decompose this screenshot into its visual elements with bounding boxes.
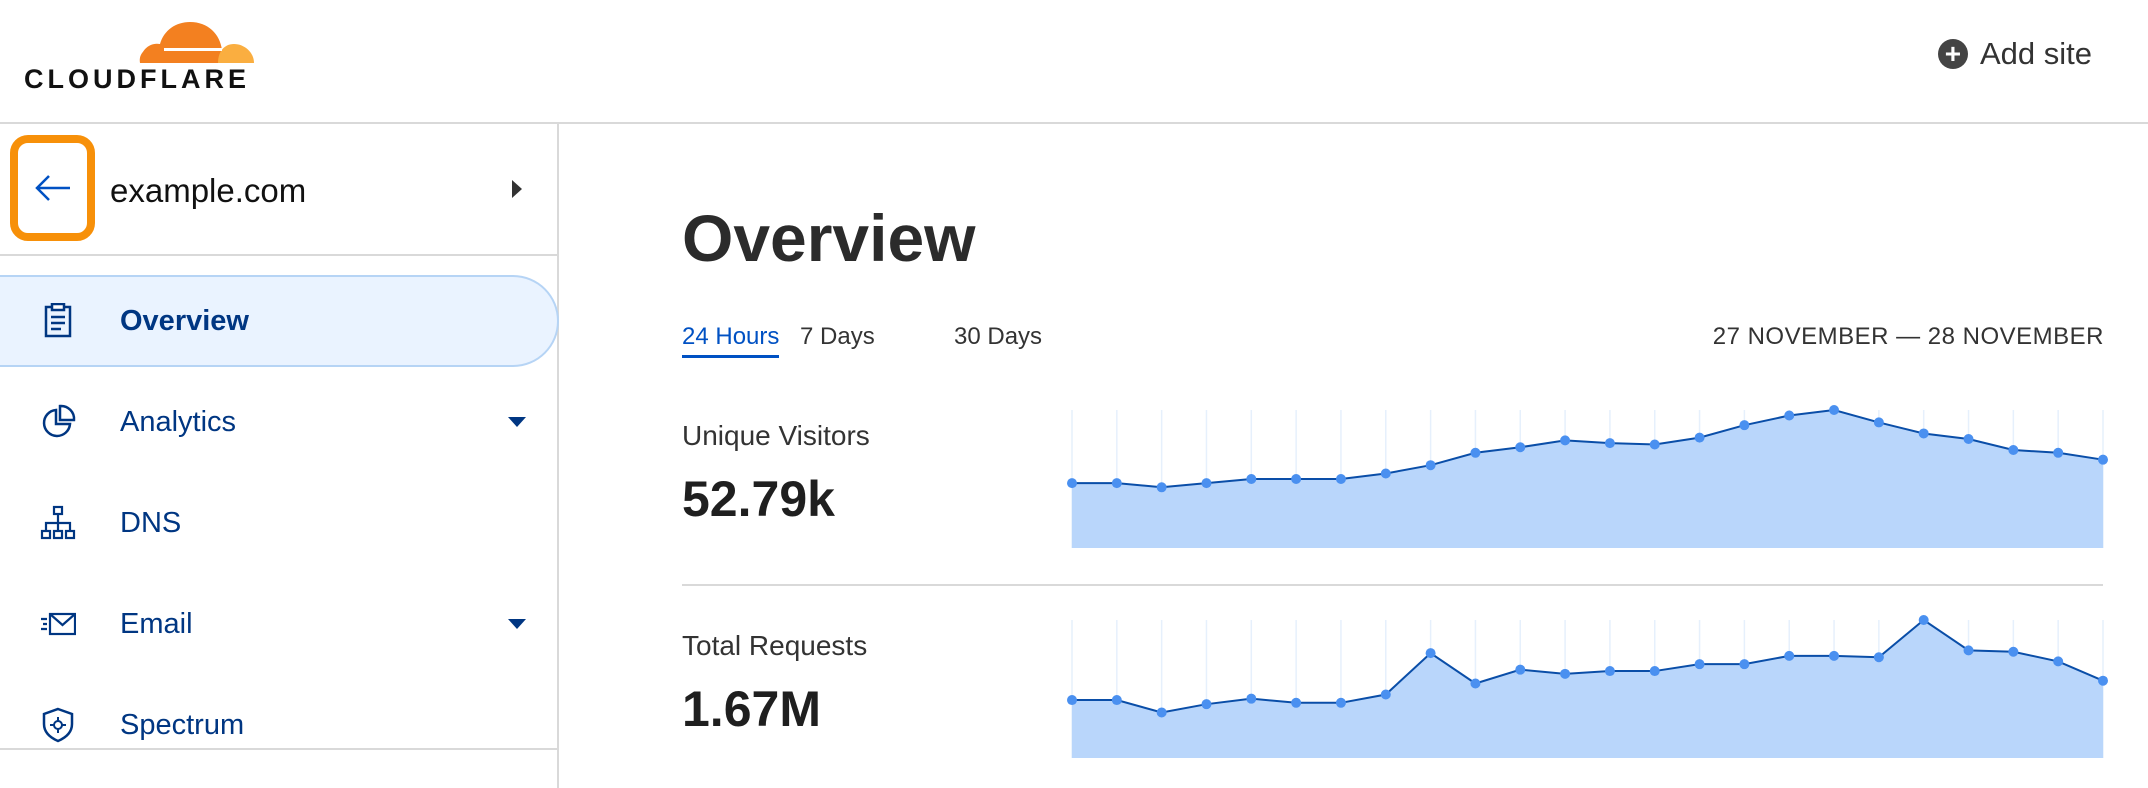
plus-circle-icon: + <box>1937 39 1968 69</box>
series-line <box>1072 408 2104 489</box>
data-point <box>2008 445 2019 456</box>
network-icon <box>40 505 76 540</box>
tab-30-days[interactable]: 30 Days <box>954 323 1043 350</box>
data-point <box>1515 664 1526 675</box>
data-point <box>1246 474 1257 484</box>
data-point <box>1067 478 1077 489</box>
data-point <box>1291 697 1302 708</box>
data-point <box>1649 666 1660 677</box>
shield-icon <box>42 707 74 743</box>
caret-right-icon[interactable] <box>512 180 522 198</box>
clipboard-icon <box>44 303 72 338</box>
data-point <box>1873 652 1884 663</box>
sidebar-item-label: Spectrum <box>120 708 245 741</box>
data-point <box>1694 432 1705 443</box>
data-point <box>1694 659 1705 670</box>
sidebar-item-spectrum[interactable]: Spectrum <box>0 679 559 771</box>
data-point <box>2098 454 2108 465</box>
data-point <box>1246 693 1257 704</box>
data-point <box>1918 615 1929 625</box>
date-range: 27 NOVEMBER — 28 NOVEMBER <box>1712 323 2104 350</box>
data-point <box>1604 438 1615 449</box>
chevron-down-icon[interactable] <box>508 417 526 427</box>
data-point <box>1201 699 1212 710</box>
area-fill <box>1072 410 2103 548</box>
data-point <box>1829 405 1840 415</box>
arrow-left-icon <box>34 175 70 201</box>
sidebar-item-label: Analytics <box>120 405 237 438</box>
data-point <box>2053 656 2064 667</box>
data-point <box>2008 646 2019 657</box>
domain-name[interactable]: example.com <box>110 172 307 209</box>
data-point <box>1963 645 1974 656</box>
data-point <box>1335 697 1346 708</box>
tab-24-hours[interactable]: 24 Hours <box>682 323 780 358</box>
data-point <box>1111 695 1122 706</box>
metric-label: Unique Visitors <box>682 420 870 451</box>
data-point <box>1784 650 1795 661</box>
series-line <box>1072 618 2104 714</box>
data-point <box>1201 478 1212 489</box>
page-title: Overview <box>682 201 976 275</box>
logo-text: CLOUDFLARE <box>24 64 250 94</box>
pie-chart-icon <box>42 404 76 438</box>
data-point <box>1515 442 1526 453</box>
data-point <box>1560 668 1571 679</box>
data-point <box>1291 474 1302 484</box>
data-point <box>1784 410 1795 421</box>
total-requests-chart <box>1067 615 2108 758</box>
add-site-button[interactable]: + Add site <box>1937 36 2092 72</box>
data-point <box>1425 460 1436 471</box>
metric-value: 52.79k <box>682 471 835 527</box>
sidebar-item-dns[interactable]: DNS <box>0 477 559 569</box>
data-point <box>1963 433 1974 444</box>
data-point <box>1335 474 1346 484</box>
chevron-down-icon[interactable] <box>508 619 526 629</box>
data-point <box>1156 482 1167 493</box>
data-point <box>1470 447 1481 458</box>
unique-visitors-chart <box>1067 405 2108 548</box>
area-fill <box>1072 620 2103 758</box>
data-point <box>1739 420 1750 431</box>
data-point <box>1560 435 1571 446</box>
data-point <box>1873 417 1884 428</box>
domain-selector: example.com <box>0 124 557 256</box>
data-point <box>1739 659 1750 670</box>
data-point <box>1380 468 1391 479</box>
sidebar-item-analytics[interactable]: Analytics <box>0 376 559 468</box>
top-header: CLOUDFLARE + Add site <box>0 0 2148 124</box>
sidebar-divider <box>0 748 557 750</box>
email-icon <box>41 612 76 636</box>
data-point <box>1604 666 1615 677</box>
sidebar-item-label: Overview <box>120 304 249 337</box>
sidebar: example.com Overview Analytics DNS Email… <box>0 124 559 788</box>
data-point <box>2098 675 2108 686</box>
data-point <box>2053 447 2064 458</box>
data-point <box>1425 648 1436 659</box>
data-point <box>1156 707 1167 718</box>
data-point <box>1470 678 1481 689</box>
metric-value: 1.67M <box>682 681 821 737</box>
sidebar-item-label: DNS <box>120 506 182 539</box>
sidebar-item-email[interactable]: Email <box>0 578 559 670</box>
back-button[interactable] <box>10 135 95 241</box>
metric-label: Total Requests <box>682 630 868 661</box>
tab-7-days[interactable]: 7 Days <box>800 323 875 350</box>
metric-divider <box>682 584 2103 586</box>
data-point <box>1067 695 1077 706</box>
data-point <box>1380 689 1391 700</box>
data-point <box>1649 439 1660 450</box>
sidebar-item-overview[interactable]: Overview <box>0 275 559 367</box>
cloudflare-logo[interactable] <box>22 10 262 94</box>
sidebar-item-label: Email <box>120 607 193 640</box>
data-point <box>1111 478 1122 489</box>
data-point <box>1918 428 1929 439</box>
data-point <box>1829 650 1840 661</box>
add-site-label: Add site <box>1979 36 2092 71</box>
